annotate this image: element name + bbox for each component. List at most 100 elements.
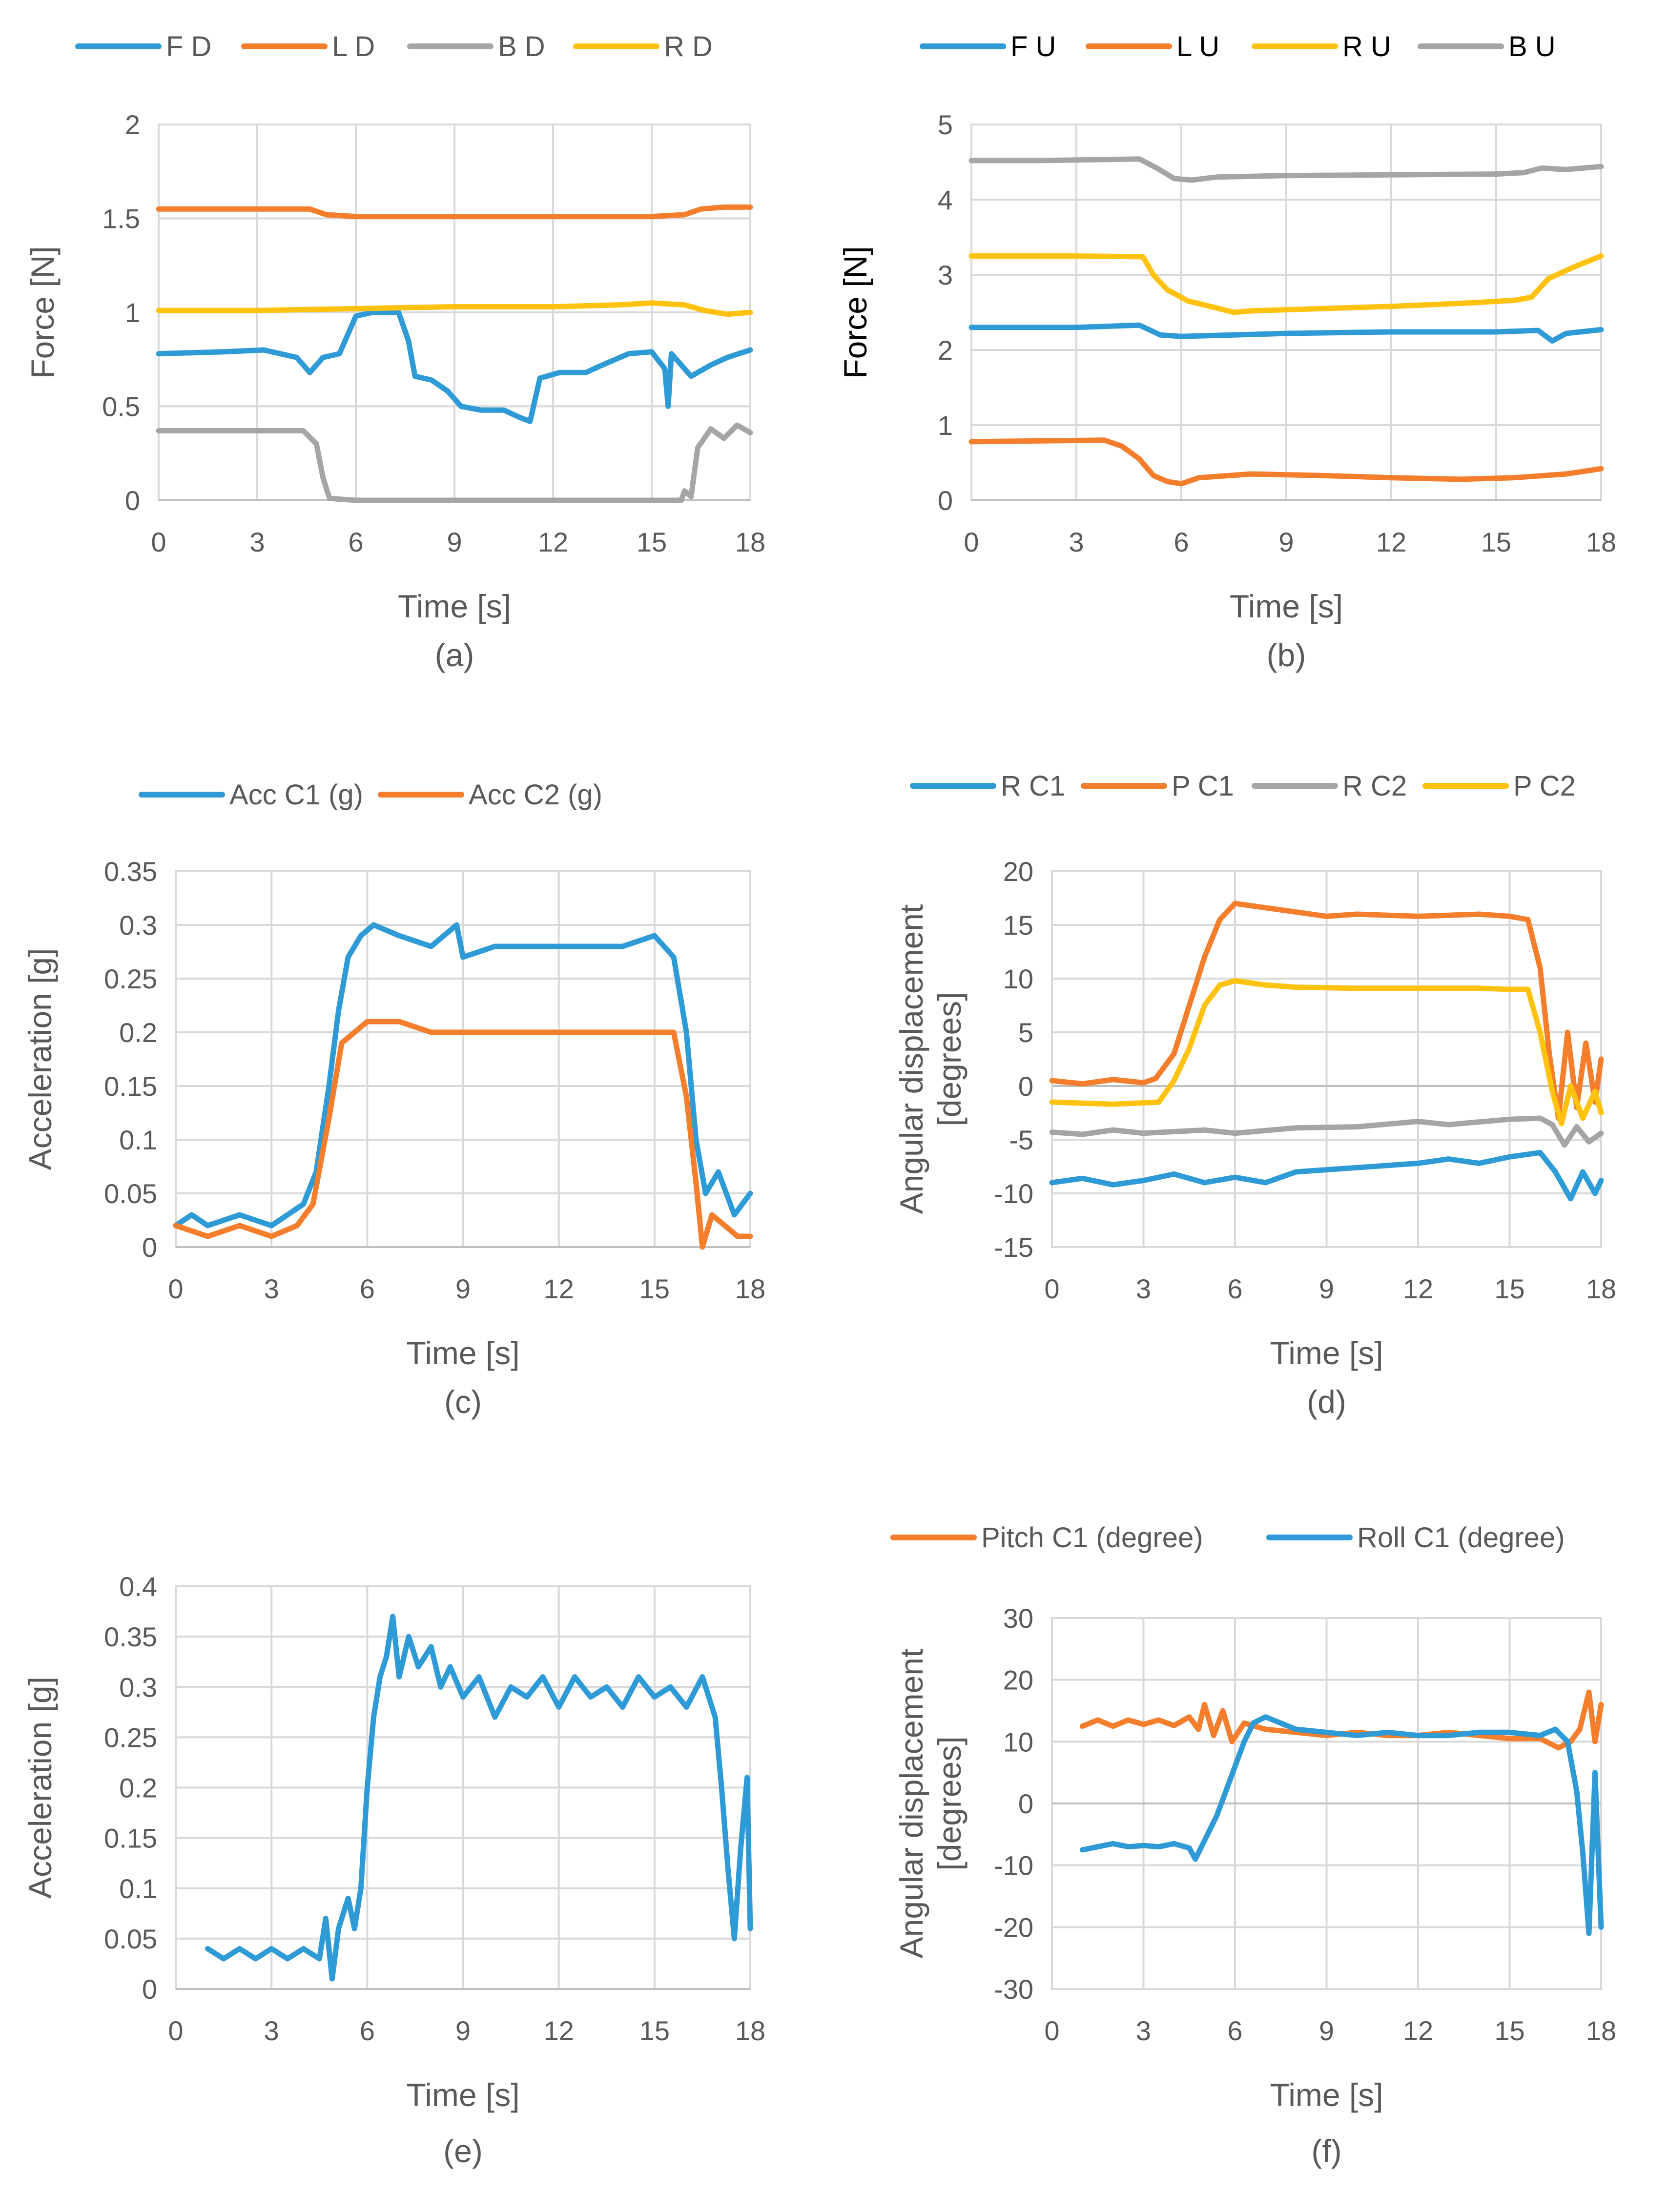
legend-label: Roll C1 (degree) [1357,1522,1565,1554]
series-line-l-u [968,437,1604,487]
y-tick-label: 0 [1018,1788,1033,1819]
series-line-roll-c1-degree [1080,1714,1604,1936]
series-line-r-d [156,300,753,317]
legend-label: R D [664,31,713,62]
y-tick-label: -15 [994,1232,1033,1263]
x-tick-label: 12 [1403,2015,1433,2046]
y-tick-label: 4 [938,184,953,215]
x-tick-label: 6 [360,1273,375,1304]
y-tick-label: 0 [938,485,953,516]
legend-entry: L U [1086,31,1219,62]
series-line-p-c2 [1049,978,1604,1126]
legend-label: Pitch C1 (degree) [981,1522,1203,1554]
y-tick-label: 20 [1003,856,1033,887]
x-tick-label: 0 [151,527,166,557]
legend-label: Acc C1 (g) [229,779,363,811]
x-tick-label: 12 [544,1273,574,1304]
x-tick-label: 3 [1136,1273,1151,1304]
x-tick-label: 18 [1586,1273,1616,1304]
y-tick-label: -20 [994,1912,1033,1943]
x-axis-title: Time [s] [1270,1335,1383,1371]
legend-label: L D [332,31,375,62]
x-tick-label: 3 [1069,527,1084,557]
series-line-acc-c2-g [173,1019,753,1250]
legend-entry: R C2 [1252,770,1407,802]
x-tick-label: 0 [168,1273,183,1304]
y-tick-label: 0.25 [104,963,157,994]
y-tick-label: 0 [142,1232,157,1263]
x-tick-label: 15 [1481,527,1511,557]
legend-entry: Acc C2 (g) [378,779,602,811]
legend-entry: Roll C1 (degree) [1266,1522,1565,1554]
x-tick-label: 6 [348,527,363,557]
y-axis-title-line1: Angular displacement [893,1649,929,1959]
legend-entry: F U [920,31,1056,62]
y-tick-label: 2 [938,335,953,366]
x-tick-label: 18 [735,527,765,557]
legend-label: P C2 [1513,770,1576,802]
chart-f: 0 3 6 9 12 15 18 -30 -20 -10 0 10 20 30 Time [s] Angula… [890,1522,1616,2169]
series-line-b-u [968,156,1604,183]
y-tick-label: 3 [938,260,953,290]
y-tick-label: 0.3 [119,910,157,941]
legend-entry: P C1 [1081,770,1234,802]
y-axis-title-line2: [degrees] [931,1736,968,1870]
x-tick-label: 0 [964,527,979,557]
series-line-l-d [156,204,753,220]
series-line-acc [205,1614,753,1982]
x-tick-label: 15 [1494,2015,1524,2046]
y-tick-label: 0.2 [119,1773,157,1803]
legend-entry: R C1 [910,770,1065,802]
series-line-p-c1 [1049,901,1604,1121]
x-tick-label: 12 [544,2015,574,2046]
series-line-r-c1 [1049,1149,1604,1202]
y-axis-title-line1: Angular displacement [893,904,929,1214]
series-line-r-u [968,253,1604,315]
y-tick-label: 0 [125,485,140,516]
legend-entry: R U [1252,31,1391,62]
y-axis-title: Force [N] [24,246,61,378]
chart-caption: (d) [1307,1384,1346,1420]
legend-label: B D [498,31,545,62]
y-tick-label: 0 [1018,1071,1033,1102]
x-tick-label: 9 [1278,527,1294,557]
y-tick-label: 2 [125,109,140,140]
y-tick-label: 0.2 [119,1017,157,1048]
x-tick-label: 6 [1174,527,1189,557]
chart-c: 0 3 6 9 12 15 18 0 0.05 0.1 0.15 0.2 0.25 0.3 0.35 Time… [22,779,765,1420]
legend-label: B U [1508,31,1556,62]
y-tick-label: 5 [938,109,953,140]
y-axis-title: Acceleration [g] [22,1677,58,1899]
chart-caption: (a) [435,637,474,673]
x-tick-label: 3 [264,2015,279,2046]
x-tick-label: 15 [639,2015,670,2046]
x-tick-label: 18 [1586,2015,1616,2046]
x-tick-label: 15 [1494,1273,1524,1304]
chart-caption: (c) [444,1384,482,1420]
y-tick-label: -30 [994,1974,1033,2005]
y-tick-label: 10 [1003,1726,1033,1757]
x-tick-label: 6 [1227,1273,1242,1304]
legend-entry: Pitch C1 (degree) [890,1522,1203,1554]
y-tick-label: 20 [1003,1665,1033,1696]
x-axis-title: Time [s] [1230,588,1343,624]
legend-label: R C1 [1001,770,1065,802]
y-axis-title: Acceleration [g] [22,948,58,1170]
x-tick-label: 9 [447,527,462,557]
x-tick-label: 9 [1319,1273,1334,1304]
x-tick-label: 12 [1403,1273,1433,1304]
legend-label: F U [1010,31,1056,62]
x-axis-title: Time [s] [406,1335,519,1371]
legend-label: L U [1176,31,1219,62]
x-tick-label: 3 [249,527,265,557]
y-tick-label: 0.15 [104,1071,157,1102]
x-tick-label: 3 [1136,2015,1151,2046]
x-tick-label: 0 [1044,2015,1059,2046]
y-tick-label: 0.3 [119,1672,157,1702]
x-axis-title: Time [s] [406,2077,519,2113]
y-tick-label: 1 [938,410,953,441]
chart-a: 0 3 6 9 12 15 18 0 0.5 1 1.5 2 Time [s] Force [N] F D L… [24,31,765,673]
